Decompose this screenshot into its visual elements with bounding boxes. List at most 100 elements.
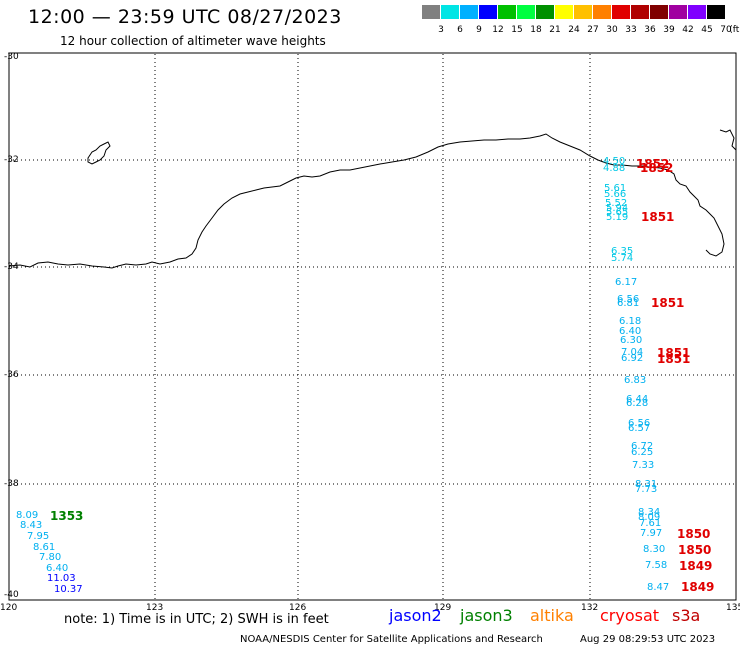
wave-height-label: 7.97 [640,528,663,539]
wave-height-label: 5.94 [606,203,629,214]
legend-label: 27 [587,25,599,35]
satellite-label-cryosat: cryosat [600,606,660,625]
wave-height-label: 6.17 [615,277,638,288]
footer-credit: NOAA/NESDIS Center for Satellite Applica… [240,634,543,645]
legend-swatch [631,5,649,19]
wave-height-label: 6.92 [621,353,644,364]
lon-label: 126 [289,603,307,613]
pass-time-label: 1850 [678,543,712,557]
pass-time-label: 1849 [681,580,715,594]
wave-height-label: 7.33 [632,460,655,471]
legend-label: 3 [438,25,444,35]
lat-label: -36 [4,370,19,380]
wave-height-label: 8.47 [647,582,670,593]
wave-height-label: 8.30 [643,544,666,555]
map-frame [8,52,737,601]
wave-height-label: 5.65 [606,207,629,218]
pass-time-label: 1353 [50,509,84,523]
legend-label: 30 [606,25,618,35]
wave-height-label: 6.30 [620,335,643,346]
legend-label: 18 [530,25,542,35]
wave-height-label: 6.40 [619,326,642,337]
wave-height-label: 5.19 [606,212,629,223]
wave-height-label: 8.09 [16,510,39,521]
cape-barren-coast-detail [719,129,737,151]
legend-swatch [517,5,535,19]
legend-unit-label: (ft) [729,25,740,35]
legend-label: 42 [682,25,694,35]
legend-swatch [460,5,478,19]
pass-time-label: 1850 [677,527,711,541]
map-subtitle: 12 hour collection of altimeter wave hei… [60,34,326,48]
legend-label: 9 [476,25,482,35]
wave-height-label: 6.28 [626,398,649,409]
legend-label: 15 [511,25,523,35]
legend-label: 21 [549,25,561,35]
legend-swatch [536,5,554,19]
legend-swatch [707,5,725,19]
wave-height-label: 7.58 [645,560,668,571]
legend-label: 39 [663,25,675,35]
wave-height-label: 6.35 [611,246,634,257]
island-outline [87,141,111,165]
lat-label: -40 [4,590,19,600]
legend-swatch [555,5,573,19]
units-note: note: 1) Time is in UTC; 2) SWH is in fe… [64,612,329,627]
wave-height-label: 7.95 [27,531,50,542]
satellite-label-jason2: jason2 [389,606,442,625]
wave-height-label: 8.34 [638,507,661,518]
legend-swatch [612,5,630,19]
wave-height-label: 8.31 [635,479,658,490]
lat-label: -30 [4,52,19,62]
wave-height-label: 5.61 [604,183,627,194]
lon-label: 135 [726,603,740,613]
pass-time-label: 1852 [636,157,670,171]
wave-height-label: 5.74 [611,253,634,264]
wave-height-label: 6.81 [617,298,640,309]
lon-label: 123 [146,603,164,613]
pass-time-label: 1849 [679,559,713,573]
wave-height-label: 6.56 [617,294,640,305]
legend-label: 12 [492,25,504,35]
satellite-label-jason3: jason3 [460,606,513,625]
wave-height-label: 7.61 [639,518,662,529]
map-title: 12:00 — 23:59 UTC 08/27/2023 [28,6,342,28]
lat-label: -38 [4,479,19,489]
legend-label: 36 [644,25,656,35]
wave-height-label: 6.44 [626,394,649,405]
wave-height-label: 6.18 [619,316,642,327]
wave-height-label: 4.88 [603,163,626,174]
lon-label: 120 [0,603,18,613]
legend-swatch [422,5,440,19]
wave-height-label: 7.04 [621,347,644,358]
graticule [9,54,736,600]
wave-height-label: 6.40 [46,563,69,574]
legend-label: 33 [625,25,637,35]
wave-height-label: 6.56 [628,418,651,429]
wave-height-label: 5.66 [604,189,627,200]
pass-time-label: 1851 [641,210,675,224]
lon-label: 132 [581,603,599,613]
wave-height-label: 11.03 [47,573,76,584]
pass-time-label: 1852 [640,161,674,175]
lon-label: 129 [434,603,452,613]
wave-height-label: 8.09 [638,512,661,523]
pass-time-label: 1851 [657,346,691,360]
wave-height-label: 10.37 [54,584,83,595]
legend-swatch [574,5,592,19]
legend-swatch [593,5,611,19]
wave-height-label: 5.52 [605,198,628,209]
footer-timestamp: Aug 29 08:29:53 UTC 2023 [580,634,716,645]
wave-height-label: 6.25 [631,447,654,458]
wave-height-label: 8.43 [20,520,43,531]
wave-height-label: 7.80 [39,552,62,563]
legend-label: 45 [701,25,713,35]
wave-height-label: 6.83 [624,375,647,386]
satellite-label-altika: altika [530,606,574,625]
pass-time-label: 1851 [651,296,685,310]
legend-label: 70 [720,25,732,35]
wave-height-label: 6.72 [631,441,654,452]
lat-label: -32 [4,155,19,165]
wave-height-label: 4.50 [603,156,626,167]
